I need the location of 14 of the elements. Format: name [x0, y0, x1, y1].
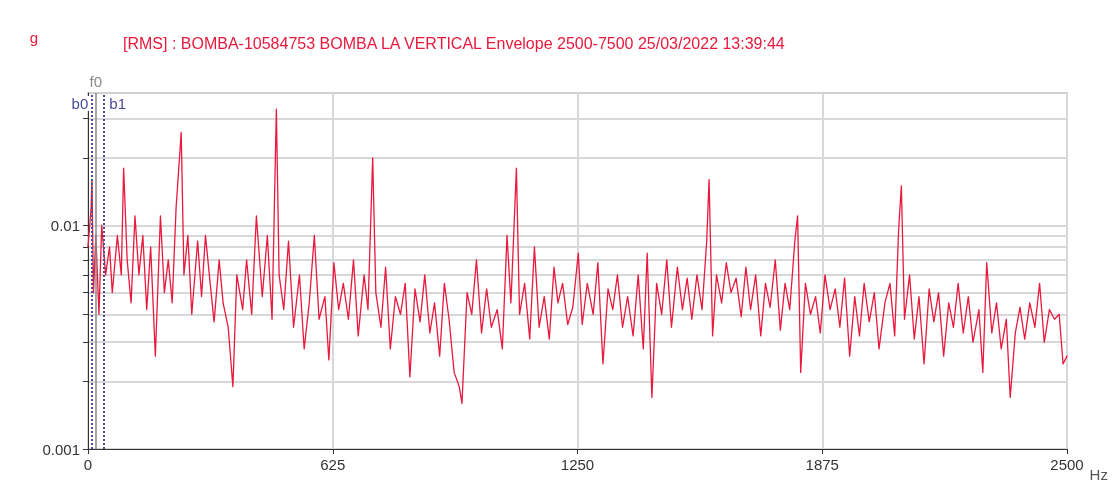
chart-title: [RMS] : BOMBA-10584753 BOMBA LA VERTICAL Envelope 2500-7500 25/03/2022 13:39:44	[123, 34, 785, 52]
ref-line-label: b0	[71, 95, 89, 112]
ref-line-label: b1	[109, 95, 127, 112]
x-tick-label: 1250	[560, 456, 595, 473]
y-tick-label: 0.001	[42, 440, 80, 458]
line-series	[87, 108, 1068, 404]
x-axis-title: Hz	[1089, 466, 1108, 483]
x-tick-label: 0	[83, 456, 93, 473]
y-axis-title: g	[29, 29, 38, 46]
ref-line-label: f0	[89, 73, 103, 90]
x-tick-label: 1875	[805, 456, 839, 473]
x-tick-label: 625	[320, 456, 346, 473]
y-tick-label: 0.01	[50, 216, 80, 234]
x-tick-label: 2500	[1050, 456, 1084, 473]
